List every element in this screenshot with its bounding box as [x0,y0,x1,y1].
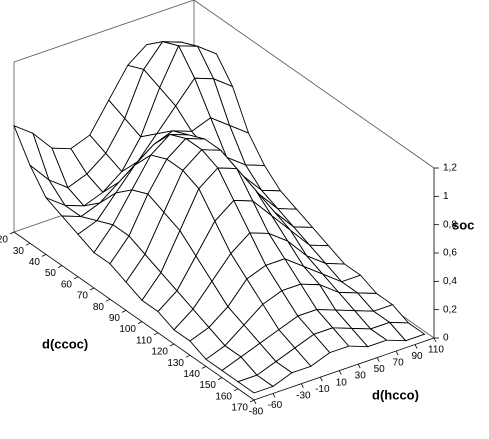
y-tick [395,350,399,356]
y-tick-label: -10 [315,384,330,395]
z-tick-label: 0,4 [443,276,457,287]
y-tick [433,337,437,343]
x-tick [89,287,95,291]
y-tick-label: 30 [355,371,367,382]
x-tick-label: 60 [61,279,73,290]
x-tick [121,310,127,313]
x-axis-title: d(ccoc) [42,336,88,351]
y-tick [301,383,304,388]
z-tick-label: 0,2 [443,304,457,315]
y-tick [272,393,276,398]
y-tick [253,399,257,405]
y-tick [338,370,342,375]
x-tick-label: 160 [215,391,232,402]
y-tick-label: 90 [411,351,423,362]
x-tick-label: 70 [77,291,89,302]
y-tick-label: 50 [374,364,386,375]
x-tick [57,265,63,268]
surface-cell [237,374,274,394]
y-tick-label: -80 [249,407,264,418]
x-tick [73,276,79,280]
z-tick-label: 1,2 [443,163,457,174]
x-axis [13,231,255,401]
x-tick-label: 100 [119,324,136,335]
x-tick [105,298,111,302]
z-tick-label: 0,8 [443,219,457,230]
x-tick-label: 20 [0,235,8,246]
x-tick [137,321,143,324]
y-tick-label: 70 [393,358,405,369]
x-tick [25,242,31,246]
y-tick-label: 110 [428,345,444,356]
z-tick-label: 0 [443,333,449,344]
box-edge [193,0,435,169]
y-axis-title: d(hcco) [372,387,419,402]
box-edge [13,0,195,63]
y-tick-label: -30 [296,390,311,401]
y-tick-label: 10 [336,377,348,388]
z-tick-label: 0,6 [443,248,457,259]
y-tick [357,363,361,369]
x-tick [249,399,255,403]
x-tick-label: 110 [136,335,152,346]
x-tick-label: 130 [167,358,184,369]
x-tick [201,366,207,369]
x-tick-label: 30 [13,246,25,257]
x-tick [9,231,15,235]
y-tick [319,376,323,382]
x-tick [217,377,223,380]
z-axis-title: soc [452,217,474,232]
z-tick-label: 1 [443,191,449,202]
x-tick-label: 140 [183,369,200,380]
x-tick [233,388,239,392]
y-tick-label: -60 [268,400,283,411]
x-tick-label: 120 [151,347,168,358]
x-tick-label: 170 [231,403,248,414]
y-tick [376,357,380,362]
y-axis [253,337,435,401]
x-tick [153,332,159,336]
x-tick-label: 40 [29,257,41,268]
x-tick-label: 150 [199,380,216,391]
x-tick-label: 80 [93,302,105,313]
x-tick-label: 50 [45,268,57,279]
x-tick-label: 90 [109,313,121,324]
x-tick [169,343,175,347]
y-tick [414,344,418,349]
x-tick [185,354,191,358]
x-tick [41,254,47,257]
